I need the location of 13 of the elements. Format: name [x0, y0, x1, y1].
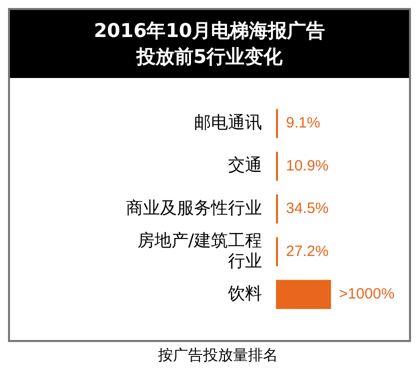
- chart-title: 2016年10月电梯海报广告投放前5行业变化: [92, 19, 326, 70]
- bar: [276, 280, 331, 309]
- data-label: 9.1%: [286, 114, 320, 132]
- y-tick-label: 邮电通讯: [194, 112, 262, 133]
- data-label: 27.2%: [286, 242, 329, 260]
- y-tick-label: 交通: [228, 156, 262, 176]
- data-label: 10.9%: [286, 157, 329, 174]
- y-tick-label: 商业及服务性行业: [126, 198, 262, 218]
- y-tick-label: 房地产/建筑工程行业: [137, 230, 262, 272]
- data-label: 34.5%: [286, 200, 329, 218]
- text: 按广告投放量排名: [157, 346, 279, 365]
- y-tick-label: 饮料: [227, 284, 262, 304]
- data-label: >1000%: [339, 286, 394, 303]
